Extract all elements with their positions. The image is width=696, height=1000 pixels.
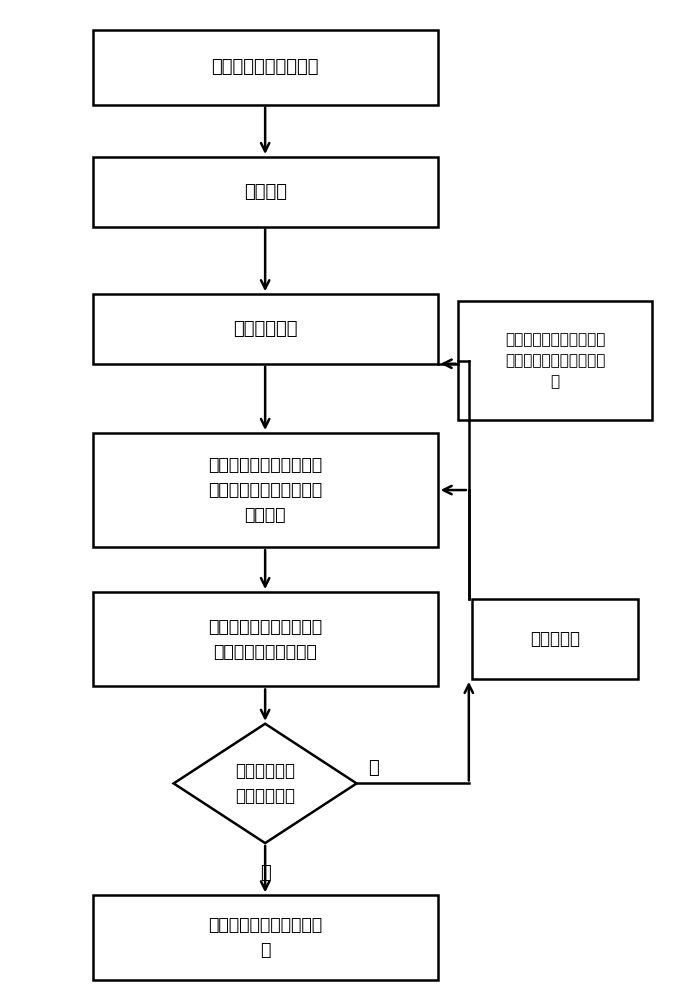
Text: 是: 是	[260, 864, 271, 882]
Text: 建立血管支架几何模型: 建立血管支架几何模型	[212, 58, 319, 76]
Polygon shape	[174, 724, 356, 843]
FancyBboxPatch shape	[93, 294, 438, 364]
Text: 分层离散: 分层离散	[244, 183, 287, 201]
FancyBboxPatch shape	[93, 592, 438, 686]
Text: 注入惰性气体，成型室内
的氧浓度控制在一定范围
内: 注入惰性气体，成型室内 的氧浓度控制在一定范围 内	[505, 332, 606, 389]
Text: 生成扫描路径: 生成扫描路径	[233, 320, 297, 338]
Text: 镁合金血管支
架是否已成型: 镁合金血管支 架是否已成型	[235, 762, 295, 805]
FancyBboxPatch shape	[93, 157, 438, 227]
FancyBboxPatch shape	[93, 895, 438, 980]
Text: 成型缸下降: 成型缸下降	[530, 630, 580, 648]
Text: 否: 否	[368, 760, 379, 778]
FancyBboxPatch shape	[93, 433, 438, 547]
Text: 取出镁合金血管支架成型
件: 取出镁合金血管支架成型 件	[208, 916, 322, 959]
FancyBboxPatch shape	[459, 301, 651, 420]
FancyBboxPatch shape	[473, 599, 638, 679]
Text: 供粉装置供送金属粉末；
铺粉装置将其预置平铺在
成型缸上: 供粉装置供送金属粉末； 铺粉装置将其预置平铺在 成型缸上	[208, 456, 322, 524]
Text: 激光扫描熔化金属粉末，
形成血管支架单层截面: 激光扫描熔化金属粉末， 形成血管支架单层截面	[208, 618, 322, 661]
FancyBboxPatch shape	[93, 30, 438, 105]
